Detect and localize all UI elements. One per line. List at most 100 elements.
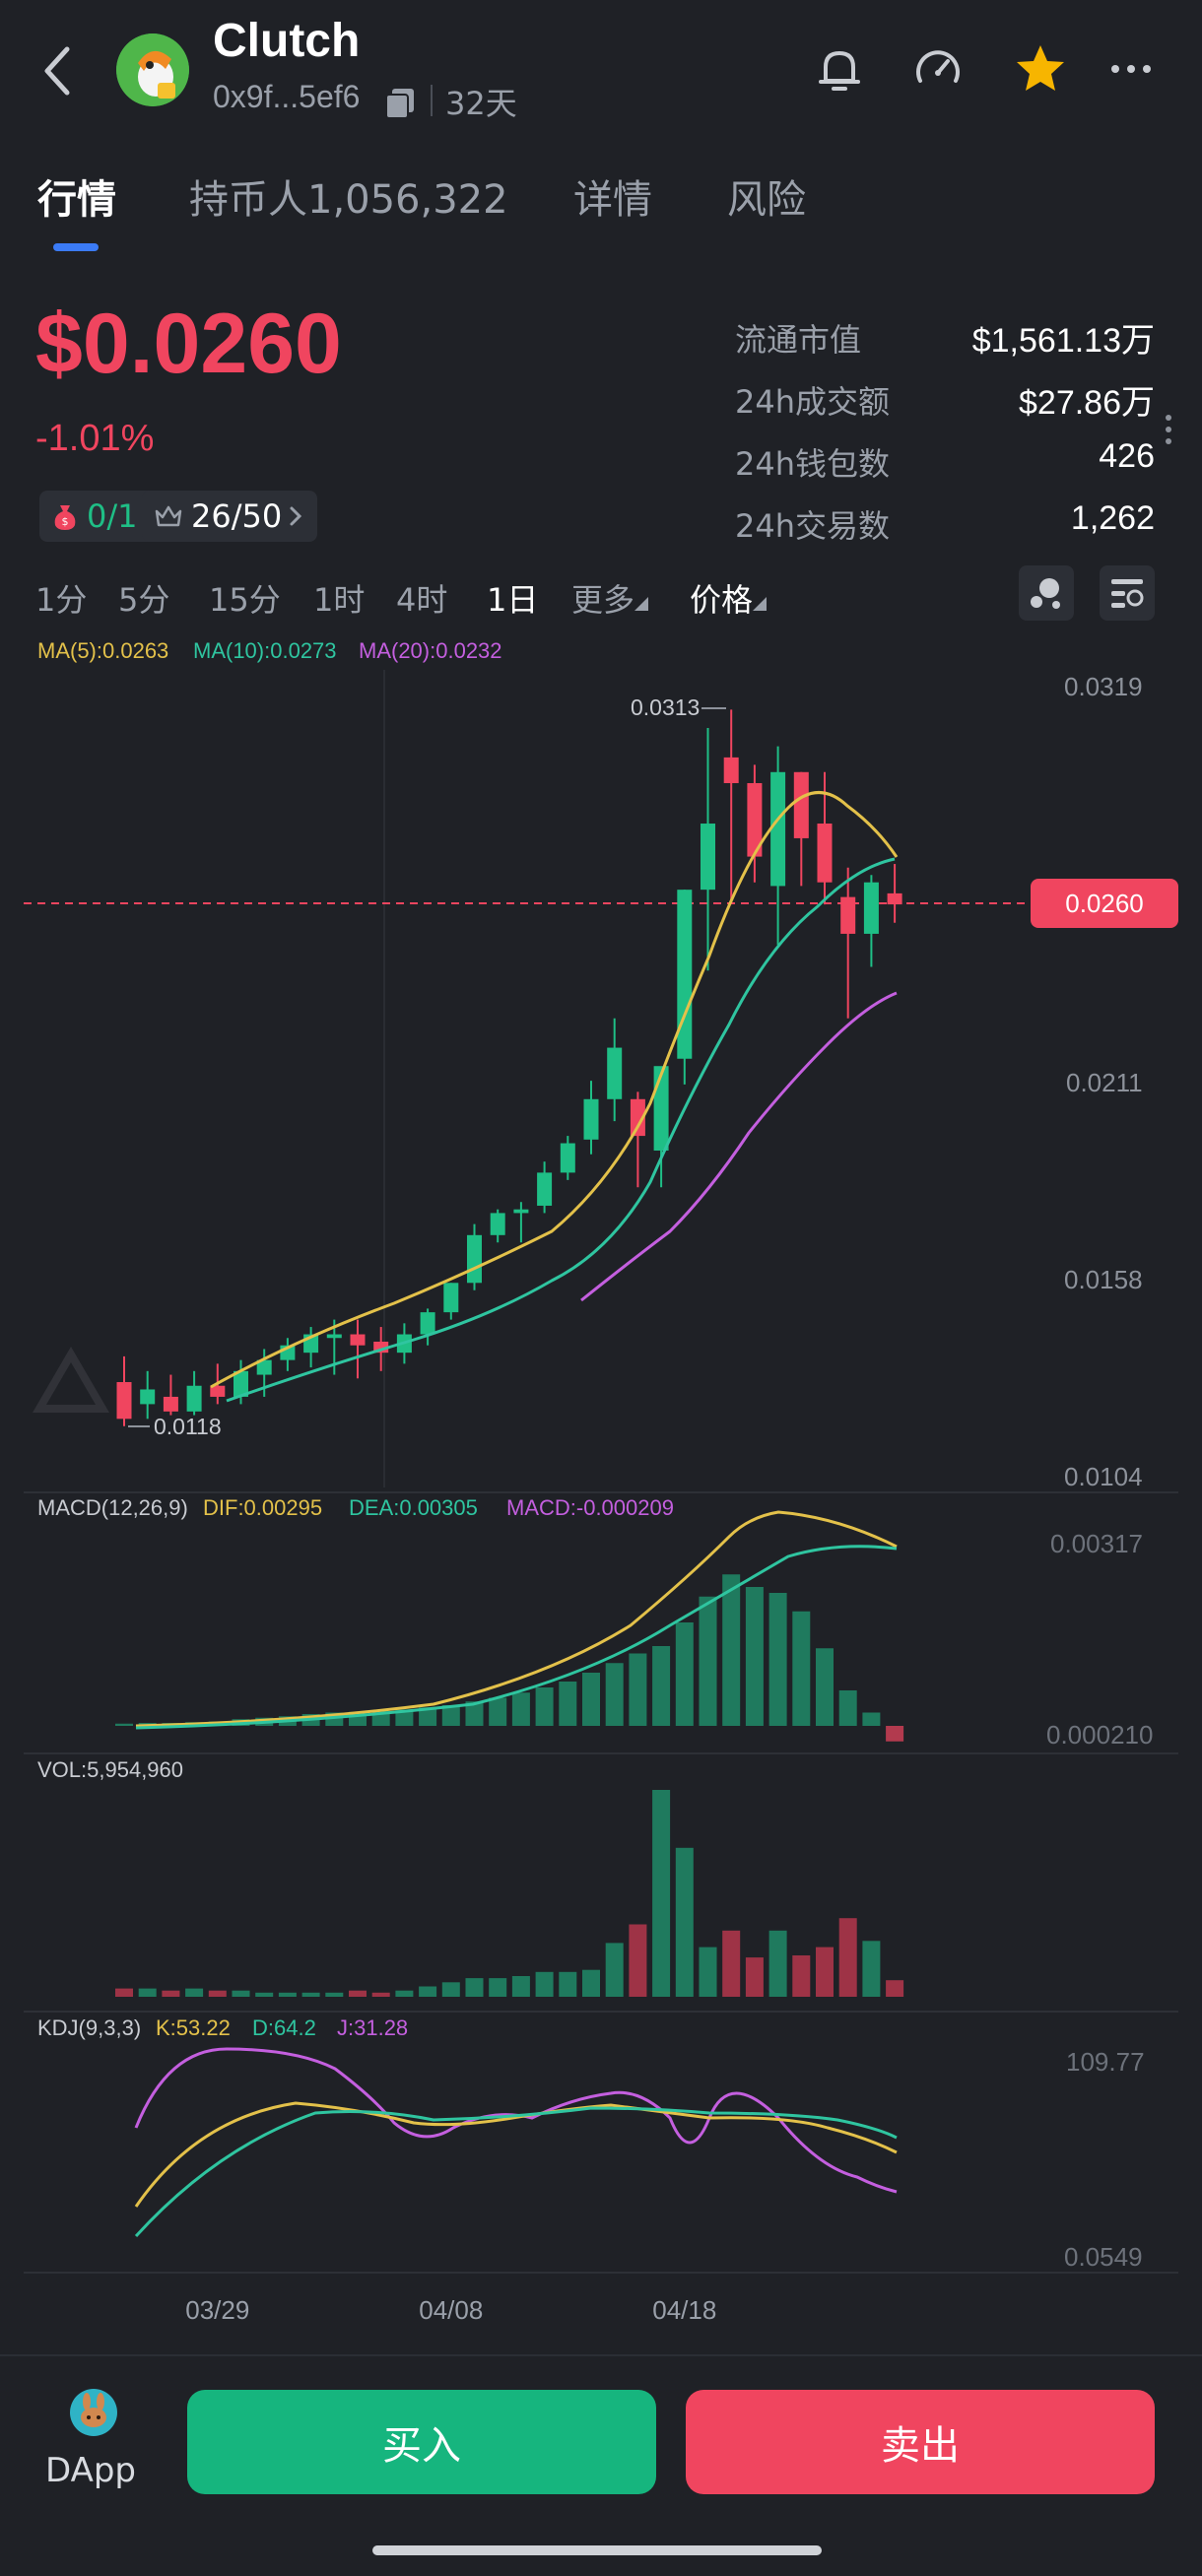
smart-money-badge[interactable]: $ 0/1 (39, 491, 158, 542)
kdj-k-line (134, 2101, 898, 2208)
candle-body[interactable] (210, 1385, 226, 1397)
crown-icon (155, 505, 182, 527)
dapp-label[interactable]: DApp (45, 2451, 137, 2490)
candle-body[interactable] (701, 824, 715, 891)
candle-body[interactable] (350, 1334, 366, 1346)
divider (431, 85, 433, 116)
header: Clutch 0x9f...5ef6 32天 (0, 0, 1202, 148)
tab-risk[interactable]: 风险 (727, 177, 806, 223)
macd-dea-label: DEA:0.00305 (349, 1495, 478, 1520)
volume-bar (768, 1930, 787, 1997)
chart-mode-price[interactable]: 价格 (690, 575, 768, 621)
more-vertical-icon[interactable] (1163, 412, 1174, 447)
volume-bar (886, 1980, 904, 1997)
candle-body[interactable] (373, 1341, 389, 1354)
stat-label-trades: 24h交易数 (735, 507, 891, 545)
candle-body[interactable] (630, 1098, 645, 1137)
macd-bar (816, 1648, 834, 1726)
chart-mode-label: 价格 (690, 581, 754, 619)
timeframe-4h[interactable]: 4时 (396, 581, 448, 619)
macd-value-label: MACD:-0.000209 (506, 1495, 674, 1520)
candle-body[interactable] (653, 1066, 669, 1152)
kol-badge[interactable]: 26/50 (142, 491, 317, 542)
star-icon[interactable] (1011, 39, 1070, 99)
kdj-title: KDJ(9,3,3) (37, 2015, 141, 2040)
volume-bar (208, 1990, 227, 1997)
candle-body[interactable] (677, 890, 693, 1059)
bell-icon[interactable] (810, 39, 869, 99)
timeframe-15m[interactable]: 15分 (209, 581, 281, 619)
macd-bar (886, 1726, 904, 1742)
kdj-d-line (134, 2106, 898, 2238)
candle-body[interactable] (326, 1334, 342, 1339)
candle-body[interactable] (560, 1143, 575, 1173)
tab-market[interactable]: 行情 (37, 177, 116, 223)
copy-icon[interactable] (382, 85, 418, 120)
kol-count: 26/50 (191, 497, 283, 535)
candle-body[interactable] (817, 824, 833, 883)
macd-bar (489, 1697, 507, 1726)
timeframe-1h[interactable]: 1时 (313, 581, 366, 619)
candle-body[interactable] (537, 1172, 553, 1206)
candle-body[interactable] (840, 896, 856, 934)
tab-active-indicator (53, 243, 99, 251)
sell-button[interactable]: 卖出 (686, 2390, 1155, 2494)
dapp-button[interactable] (69, 2388, 118, 2437)
kdj-y-tick-label: 0.0549 (1064, 2242, 1143, 2272)
volume-title: VOL:5,954,960 (37, 1757, 183, 1782)
candles (116, 709, 902, 1426)
tab-holders[interactable]: 持币人1,056,322 (189, 177, 508, 223)
volume-bar (465, 1978, 484, 1997)
candle-body[interactable] (186, 1385, 202, 1412)
timeframe-1m[interactable]: 1分 (35, 581, 88, 619)
token-avatar (116, 33, 189, 106)
volume-bar (232, 1990, 250, 1997)
stat-value-volume: $27.86万 (1019, 384, 1155, 422)
macd-bar (605, 1663, 624, 1726)
volume-bar (301, 1992, 320, 1997)
kline-chart[interactable]: MA(5):0.0263 MA(10):0.0273 MA(20):0.0232… (0, 630, 1202, 2325)
kdj-k-label: K:53.22 (156, 2015, 231, 2040)
x-tick-label: 04/08 (419, 2295, 483, 2325)
chevron-left-icon[interactable] (39, 41, 79, 100)
candle-body[interactable] (723, 757, 739, 783)
timeframe-more[interactable]: 更多 (571, 575, 649, 621)
token-address: 0x9f...5ef6 (213, 79, 361, 114)
speedometer-icon[interactable] (908, 39, 968, 99)
candle-body[interactable] (443, 1283, 459, 1313)
volume-bar (792, 1955, 811, 1997)
buy-button[interactable]: 买入 (187, 2390, 656, 2494)
home-indicator[interactable] (372, 2545, 822, 2555)
candle-body[interactable] (116, 1382, 132, 1420)
chart-settings-button[interactable] (1100, 565, 1155, 621)
candle-body[interactable] (256, 1359, 272, 1375)
candle-body[interactable] (490, 1213, 505, 1235)
stat-value-wallets: 426 (1099, 437, 1155, 475)
candle-body[interactable] (467, 1234, 482, 1284)
macd-bar (652, 1646, 671, 1726)
candle-body[interactable] (420, 1312, 435, 1335)
candle-body[interactable] (513, 1209, 529, 1214)
candle-body[interactable] (747, 782, 763, 857)
candle-body[interactable] (607, 1047, 623, 1099)
candle-body[interactable] (583, 1098, 599, 1140)
candle-body[interactable] (140, 1389, 156, 1405)
volume-bar (185, 1988, 204, 1997)
candle-body[interactable] (770, 771, 786, 887)
macd-bar (792, 1611, 811, 1726)
candle-body[interactable] (793, 771, 809, 838)
candle-body[interactable] (887, 892, 902, 905)
bubble-button[interactable] (1019, 565, 1074, 621)
timeframe-5m[interactable]: 5分 (118, 581, 170, 619)
timeframe-1d[interactable]: 1日 (487, 581, 539, 619)
candle-body[interactable] (863, 882, 879, 934)
candle-body[interactable] (234, 1370, 248, 1397)
candle-body[interactable] (163, 1396, 178, 1412)
tab-details[interactable]: 详情 (573, 177, 652, 223)
ma20-line (580, 991, 898, 1302)
stat-value-mcap: $1,561.13万 (971, 322, 1155, 360)
macd-bar (699, 1596, 717, 1726)
macd-bar (745, 1587, 764, 1726)
more-icon[interactable] (1102, 39, 1161, 99)
x-tick-label: 04/18 (652, 2295, 716, 2325)
